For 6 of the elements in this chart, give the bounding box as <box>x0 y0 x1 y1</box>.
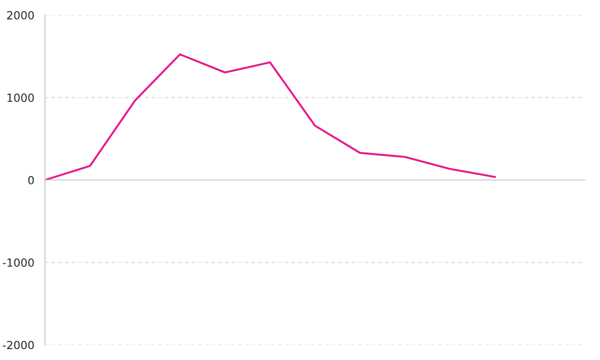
y-tick-label: 0 <box>28 176 34 184</box>
y-tick-label: -1000 <box>2 258 34 267</box>
y-tick-label: 2000 <box>7 11 34 20</box>
y-tick-label: 1000 <box>8 94 34 102</box>
line-series <box>45 53 496 181</box>
y-tick-label: -2000 <box>2 340 34 350</box>
